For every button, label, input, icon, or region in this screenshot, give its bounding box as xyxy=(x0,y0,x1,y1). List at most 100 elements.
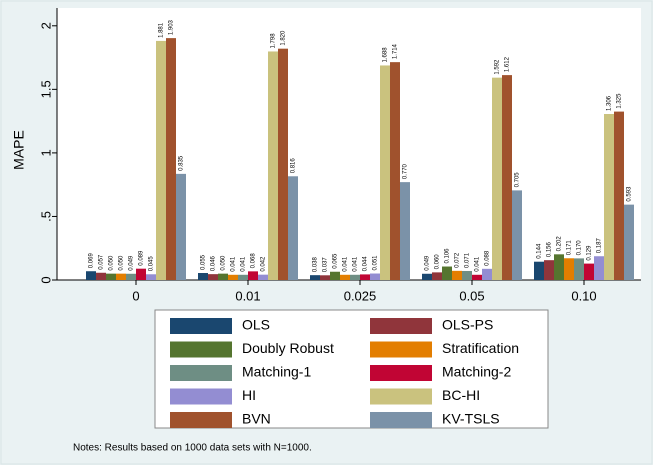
bar xyxy=(462,270,472,280)
x-tick-label: 0.025 xyxy=(344,288,377,303)
bar xyxy=(442,266,452,280)
data-label: 1.820 xyxy=(281,30,287,46)
bar xyxy=(452,270,462,280)
data-label: 0.088 xyxy=(485,250,491,266)
legend-swatch xyxy=(170,318,232,334)
bar xyxy=(198,273,208,280)
bar xyxy=(156,40,166,281)
data-label: 0.045 xyxy=(149,256,155,272)
data-label: 0.050 xyxy=(119,255,125,271)
bar xyxy=(584,263,594,280)
bar xyxy=(248,271,258,280)
bar xyxy=(624,204,634,280)
data-label: 0.060 xyxy=(435,254,441,270)
bar xyxy=(512,190,522,280)
bar xyxy=(166,38,176,280)
bar xyxy=(176,173,186,280)
data-label: 0.041 xyxy=(241,256,247,272)
bar xyxy=(492,77,502,280)
x-tick-label: 0.10 xyxy=(571,288,596,303)
data-label: 0.049 xyxy=(425,255,431,271)
legend-swatch xyxy=(170,412,232,428)
data-label: 0.144 xyxy=(537,243,543,259)
bar xyxy=(390,62,400,280)
bar xyxy=(330,271,340,280)
y-axis-title: MAPE xyxy=(11,130,27,170)
y-tick-label: .5 xyxy=(38,211,53,222)
bar xyxy=(534,261,544,280)
data-label: 1.688 xyxy=(383,47,389,63)
bar xyxy=(432,272,442,280)
data-label: 0.051 xyxy=(373,255,379,271)
legend-label: Matching-1 xyxy=(242,364,311,380)
data-label: 1.903 xyxy=(169,19,175,35)
legend-label: OLS-PS xyxy=(442,317,493,333)
data-label: 0.171 xyxy=(567,240,573,256)
bar xyxy=(482,268,492,280)
data-label: 0.055 xyxy=(201,254,207,270)
plot-region xyxy=(57,8,641,280)
legend-label: BVN xyxy=(242,411,271,427)
bar xyxy=(126,273,136,280)
data-label: 0.050 xyxy=(221,255,227,271)
bar xyxy=(136,268,146,280)
data-label: 0.046 xyxy=(211,255,217,271)
notes: Notes: Results based on 1000 data sets w… xyxy=(73,443,312,454)
bar xyxy=(350,274,360,280)
data-label: 0.050 xyxy=(109,255,115,271)
legend-swatch xyxy=(370,412,432,428)
bar xyxy=(574,258,584,280)
data-label: 0.041 xyxy=(475,256,481,272)
data-label: 1.881 xyxy=(159,22,165,38)
bar xyxy=(86,271,96,280)
data-label: 0.770 xyxy=(403,163,409,179)
legend-label: Doubly Robust xyxy=(242,340,334,356)
bar xyxy=(614,111,624,281)
bar xyxy=(238,274,248,280)
bar xyxy=(360,274,370,280)
data-label: 0.170 xyxy=(577,240,583,256)
bar xyxy=(380,65,390,280)
data-label: 0.038 xyxy=(313,256,319,272)
legend-swatch xyxy=(170,365,232,381)
bar xyxy=(370,273,380,280)
bar xyxy=(278,48,288,280)
data-label: 0.705 xyxy=(515,172,521,188)
x-tick-label: 0 xyxy=(132,288,139,303)
data-label: 0.049 xyxy=(129,255,135,271)
data-label: 0.816 xyxy=(291,158,297,174)
legend-label: Matching-2 xyxy=(442,364,511,380)
legend-swatch xyxy=(170,388,232,405)
data-label: 0.069 xyxy=(89,253,95,269)
data-label: 0.129 xyxy=(587,245,593,261)
bar xyxy=(116,273,126,280)
bar xyxy=(106,273,116,280)
bar xyxy=(502,75,512,280)
data-label: 0.593 xyxy=(627,186,633,202)
legend-label: KV-TSLS xyxy=(442,411,500,427)
bar xyxy=(310,275,320,280)
bar xyxy=(554,254,564,280)
data-label: 0.106 xyxy=(445,248,451,264)
data-label: 0.156 xyxy=(547,241,553,257)
data-label: 0.068 xyxy=(251,253,257,269)
bar xyxy=(288,176,298,280)
bar xyxy=(400,182,410,280)
data-label: 0.057 xyxy=(99,254,105,270)
bar xyxy=(208,274,218,280)
bar xyxy=(604,114,614,280)
x-tick-label: 0.01 xyxy=(235,288,260,303)
bar xyxy=(228,274,238,280)
data-label: 1.798 xyxy=(271,33,277,49)
data-label: 0.089 xyxy=(139,250,145,266)
legend-swatch xyxy=(370,388,432,405)
data-label: 0.037 xyxy=(323,257,329,273)
bar xyxy=(96,272,106,280)
y-tick-label: 1.5 xyxy=(38,80,53,98)
data-label: 0.187 xyxy=(597,238,603,254)
y-tick-label: 1 xyxy=(38,149,53,156)
x-tick-label: 0.05 xyxy=(459,288,484,303)
bar xyxy=(422,273,432,280)
